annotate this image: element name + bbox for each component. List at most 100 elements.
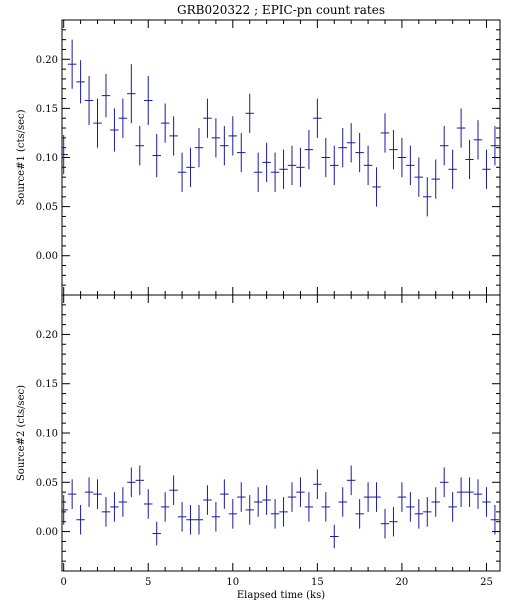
data-point bbox=[406, 145, 415, 185]
data-point bbox=[101, 74, 111, 118]
data-point bbox=[279, 149, 288, 189]
data-point bbox=[220, 479, 229, 509]
data-point bbox=[169, 475, 178, 505]
data-point bbox=[144, 489, 153, 519]
y-tick-label: 0.15 bbox=[36, 379, 58, 390]
data-point bbox=[118, 98, 128, 138]
y-tick-label: 0.20 bbox=[36, 330, 58, 341]
data-point bbox=[177, 502, 187, 532]
data-point bbox=[389, 506, 398, 537]
data-point bbox=[220, 126, 229, 166]
data-point bbox=[355, 132, 364, 173]
data-point bbox=[186, 504, 195, 535]
data-point bbox=[414, 499, 424, 529]
data-point bbox=[62, 134, 68, 175]
data-point bbox=[321, 137, 331, 178]
y-tick-label: 0.15 bbox=[36, 104, 58, 115]
data-point bbox=[237, 482, 246, 512]
chart-title: GRB020322 ; EPIC-pn count rates bbox=[177, 3, 385, 17]
data-point bbox=[423, 177, 432, 217]
plot-frame bbox=[61, 19, 501, 296]
data-point bbox=[67, 39, 77, 89]
data-point bbox=[84, 477, 94, 507]
data-point bbox=[228, 499, 238, 529]
data-point bbox=[211, 118, 221, 158]
data-point bbox=[245, 93, 254, 133]
data-point bbox=[160, 103, 170, 143]
x-tick-label: 25 bbox=[480, 577, 493, 588]
panel-source2: 0 5 10 15 20 25 Elapsed time (ks) 0.00 0.05 0.10 0… bbox=[16, 294, 501, 601]
data-point bbox=[118, 487, 128, 517]
data-point bbox=[456, 477, 466, 507]
data-point bbox=[93, 98, 102, 148]
data-point bbox=[482, 487, 491, 517]
data-point bbox=[62, 495, 68, 525]
data-point bbox=[262, 485, 271, 515]
data-point bbox=[372, 482, 381, 512]
data-point bbox=[296, 477, 305, 507]
data-point bbox=[228, 116, 238, 156]
data-point bbox=[330, 145, 339, 185]
data-point bbox=[338, 487, 347, 517]
panel-source1: 0.00 0.05 0.10 0.15 0.20 Source#1 (cts/sec) bbox=[16, 19, 501, 296]
data-point bbox=[270, 499, 280, 529]
data-point bbox=[253, 152, 263, 192]
data-point bbox=[237, 132, 246, 173]
x-tick-label: 15 bbox=[311, 577, 324, 588]
data-point bbox=[397, 482, 407, 512]
data-point bbox=[313, 98, 322, 138]
data-point bbox=[245, 495, 254, 525]
data-point bbox=[203, 98, 212, 138]
data-point bbox=[76, 504, 85, 535]
data-point bbox=[110, 492, 119, 522]
data-point bbox=[439, 467, 449, 498]
data-point bbox=[465, 139, 474, 180]
data-point bbox=[127, 64, 136, 124]
x-tick-label: 20 bbox=[396, 577, 409, 588]
data-point bbox=[330, 524, 339, 549]
data-point bbox=[101, 497, 111, 527]
data-point bbox=[338, 128, 347, 168]
data-point bbox=[110, 108, 119, 152]
data-point bbox=[194, 128, 204, 168]
data-point bbox=[431, 487, 440, 517]
data-point bbox=[490, 504, 500, 535]
x-tick-label: 5 bbox=[145, 577, 151, 588]
data-point bbox=[414, 157, 424, 197]
data-point bbox=[152, 133, 161, 178]
plot-frame bbox=[61, 294, 501, 572]
data-point bbox=[490, 126, 500, 166]
data-point bbox=[169, 116, 178, 156]
data-point bbox=[406, 492, 415, 522]
data-point bbox=[287, 482, 297, 512]
x-tick-label: 10 bbox=[226, 577, 239, 588]
data-point bbox=[465, 477, 474, 507]
data-point bbox=[423, 497, 432, 527]
y-tick-label: 0.05 bbox=[36, 478, 58, 489]
data-point bbox=[127, 467, 136, 498]
x-tick-label: 0 bbox=[61, 577, 67, 588]
data-point bbox=[84, 75, 94, 126]
y-tick-label: 0.10 bbox=[36, 429, 58, 440]
y-tick-label: 0.05 bbox=[36, 202, 58, 213]
data-point bbox=[355, 499, 364, 529]
data-point bbox=[363, 482, 373, 512]
data-point bbox=[482, 149, 491, 189]
data-point bbox=[473, 479, 483, 509]
data-point bbox=[313, 469, 322, 500]
data-point bbox=[144, 75, 153, 126]
data-point bbox=[253, 487, 263, 517]
data-point bbox=[194, 504, 204, 535]
data-point bbox=[262, 142, 271, 183]
y-axis-label: Source#2 (cts/sec) bbox=[16, 385, 27, 481]
data-point bbox=[152, 521, 161, 546]
data-point bbox=[346, 465, 356, 496]
data-point bbox=[135, 465, 145, 496]
y-tick-label: 0.10 bbox=[36, 153, 58, 164]
data-point bbox=[397, 137, 407, 178]
data-point bbox=[473, 120, 483, 160]
data-point bbox=[321, 492, 331, 522]
data-point bbox=[380, 113, 390, 153]
data-point bbox=[448, 149, 457, 189]
